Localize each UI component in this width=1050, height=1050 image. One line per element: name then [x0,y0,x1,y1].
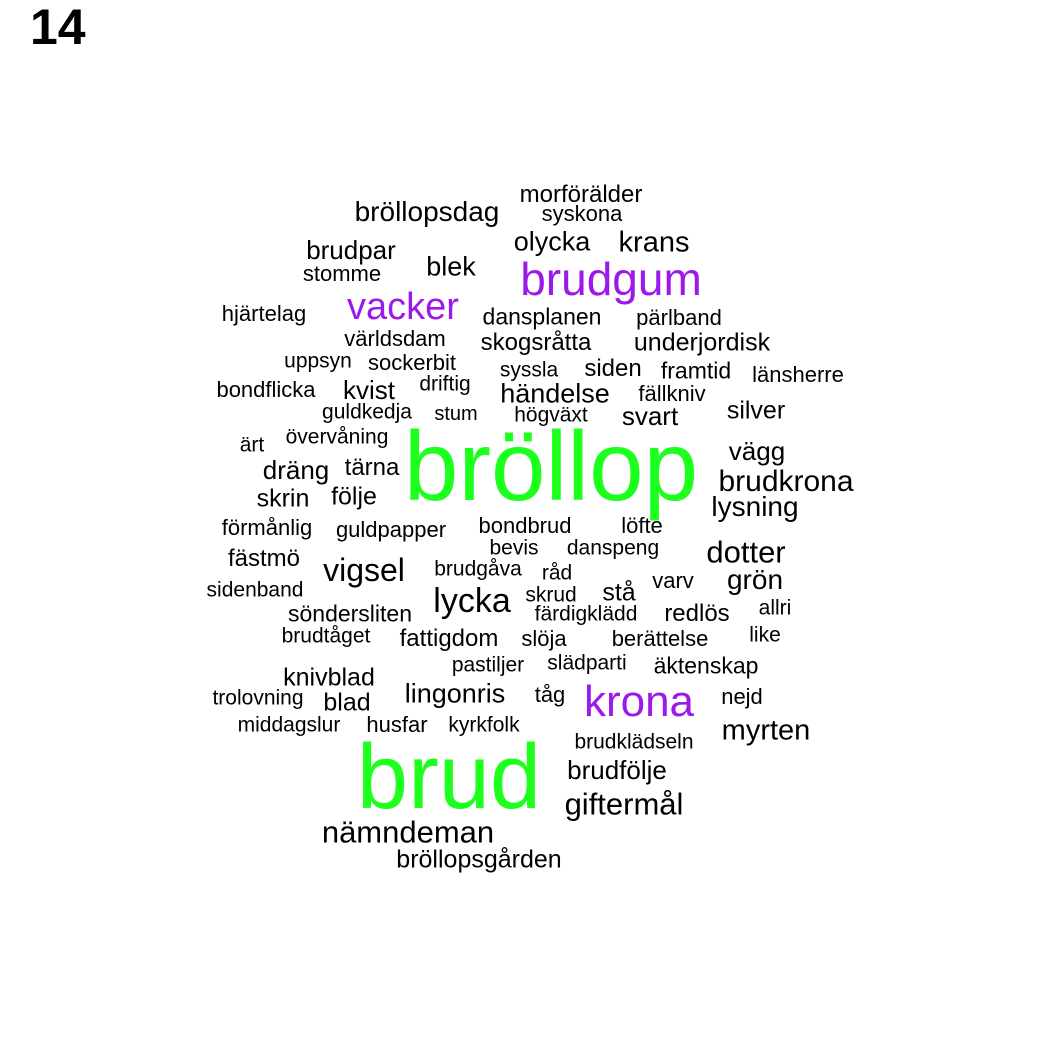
cloud-word: brudkrona [718,465,854,498]
cloud-word: följe [331,482,377,511]
cloud-word: svart [621,401,679,431]
cloud-word: like [749,623,781,647]
cloud-word: skrud [525,583,577,607]
cloud-word: silver [726,396,786,425]
cloud-word: syskona [541,201,623,226]
cloud-word: skogsråtta [480,329,592,356]
cloud-word: guldpapper [335,517,447,542]
cloud-word: bröllopsgården [396,845,562,874]
cloud-word: siden [584,355,642,382]
cloud-word: pastiljer [451,653,525,677]
cloud-word: brud [356,726,542,828]
cloud-word: pärlband [636,305,722,330]
cloud-word: vacker [347,286,459,328]
cloud-word: berättelse [611,626,709,651]
cloud-word: länsherre [752,362,844,387]
cloud-word: myrten [721,714,811,747]
cloud-word: löfte [621,513,663,538]
cloud-word: fästmö [227,545,301,572]
cloud-word: händelse [500,378,610,409]
cloud-word: sockerbit [367,350,457,375]
cloud-word: knivblad [283,663,375,692]
cloud-word: färdigklädd [534,602,638,626]
cloud-word: varv [652,568,694,593]
cloud-word: vägg [728,436,786,466]
cloud-word: övervåning [285,425,389,449]
cloud-word: högväxt [514,403,588,427]
cloud-word: slädparti [547,651,627,675]
cloud-word: morförälder [519,181,643,208]
cloud-word: lysning [711,491,799,522]
cloud-word: fällkniv [638,381,706,406]
cloud-word: guldkedja [322,400,412,424]
cloud-word: hjärtelag [221,301,307,326]
cloud-word: middagslur [237,713,341,737]
cloud-word: förmånlig [221,515,313,540]
cloud-word: allri [758,596,792,620]
cloud-word: uppsyn [284,349,352,373]
cloud-word: syssla [499,358,559,382]
cloud-word: olycka [513,226,591,257]
cloud-word: brudfölje [567,755,667,785]
cloud-word: skrin [256,484,310,513]
cloud-word: nejd [721,684,763,709]
cloud-word: äktenskap [653,652,759,679]
cloud-word: brudpar [306,235,396,265]
cloud-word: stå [602,578,636,607]
cloud-word: underjordisk [633,328,771,357]
cloud-word: brudgum [520,253,702,305]
cloud-word: trolovning [212,686,304,710]
cloud-word: husfar [366,712,428,737]
cloud-word: brudklädseln [574,730,694,754]
cloud-word: grön [726,564,784,595]
cloud-word: lycka [433,582,511,620]
cloud-word: sidenband [206,578,304,602]
cloud-word: vigsel [323,552,405,588]
cloud-word: krona [583,677,695,726]
cloud-word: blek [426,251,476,282]
cloud-word: blad [323,688,371,717]
cloud-word: ärt [239,433,265,457]
cloud-word: fattigdom [399,625,499,652]
cloud-word: dräng [262,455,330,485]
cloud-word: tåg [534,682,566,707]
cloud-word: stum [434,403,478,425]
cloud-word: kvist [343,375,395,405]
cloud-word: världsdam [344,326,446,351]
cloud-word: dotter [706,534,786,570]
cloud-word: bevis [489,536,539,560]
cloud-word: brudtåget [281,624,371,648]
cloud-word: lingonris [404,678,506,709]
cloud-word: nämndeman [321,814,495,850]
cloud-word: framtid [660,357,732,384]
cloud-word: söndersliten [287,600,413,627]
cloud-word: råd [541,561,573,585]
cloud-word: tärna [344,454,400,481]
cloud-word: slöja [521,626,567,651]
cloud-word: kyrkfolk [448,713,520,737]
cloud-word: bondbrud [478,513,572,538]
cloud-word: dansplanen [482,303,602,330]
cloud-word: giftermål [564,786,684,822]
cloud-word: bondflicka [216,377,316,402]
cloud-word: bröllopsdag [354,196,500,227]
cloud-word: redlös [664,600,730,627]
cloud-word: driftig [419,372,471,396]
cloud-word: stomme [302,261,382,286]
cloud-word: danspeng [566,536,660,560]
cloud-word: krans [618,226,690,259]
page-title: 14 [30,0,86,55]
cloud-word: brudgåva [434,557,522,581]
cloud-word: bröllop [403,411,699,521]
